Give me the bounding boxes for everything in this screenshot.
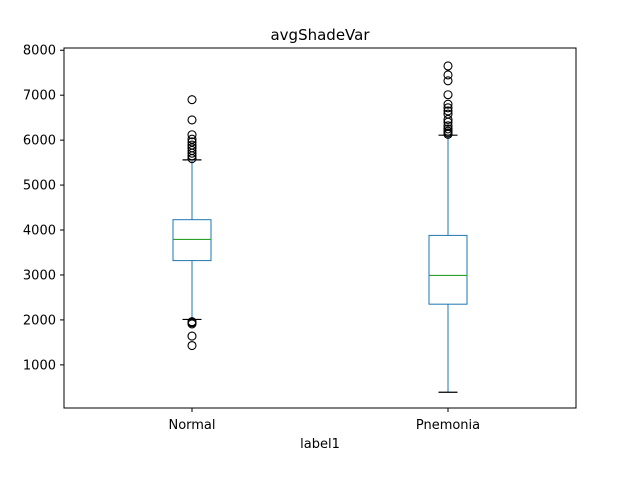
plot-frame	[63, 47, 577, 409]
y-tick-label: 4000	[23, 224, 56, 239]
outlier-point	[443, 109, 453, 119]
outlier-point	[443, 70, 453, 80]
outlier-point	[187, 140, 197, 150]
outlier-point	[187, 340, 197, 351]
chart-title: avgShadeVar	[270, 26, 370, 44]
iqr-box	[428, 234, 468, 305]
y-tick-label: 2000	[23, 313, 56, 328]
box-pnemonia	[428, 61, 468, 393]
outlier-point	[187, 331, 197, 341]
outlier-point	[187, 95, 197, 105]
outlier-point	[187, 115, 197, 125]
y-tick-label: 1000	[23, 358, 56, 373]
box-series	[172, 61, 468, 393]
outlier-point	[187, 317, 197, 327]
y-tick-label: 3000	[23, 268, 56, 283]
y-tick-label: 6000	[23, 134, 56, 149]
outlier-point	[443, 61, 453, 71]
box-normal	[172, 95, 212, 351]
outlier-point	[443, 106, 453, 116]
outlier-point	[443, 126, 453, 136]
y-axis: 1000 2000 3000 4000 5000 6000 7000 8000	[23, 44, 64, 373]
x-axis-label: label1	[300, 437, 340, 452]
outlier-point	[443, 124, 453, 134]
x-axis: Normal Pnemonia	[168, 408, 480, 433]
outlier-point	[443, 103, 453, 113]
y-tick-label: 5000	[23, 179, 56, 194]
outlier-point	[443, 76, 453, 86]
outlier-point	[187, 137, 197, 147]
iqr-box	[172, 219, 212, 262]
x-tick-label: Normal	[168, 418, 215, 433]
outlier-point	[187, 134, 197, 144]
y-tick-label: 7000	[23, 89, 56, 104]
outlier-point	[443, 99, 453, 109]
outlier-point	[187, 130, 197, 140]
y-tick-label: 8000	[23, 44, 56, 59]
x-tick-label: Pnemonia	[416, 418, 480, 433]
outlier-point	[443, 121, 453, 131]
outlier-point	[443, 90, 453, 100]
